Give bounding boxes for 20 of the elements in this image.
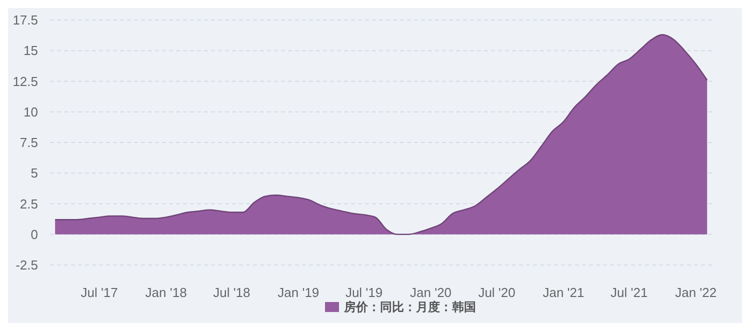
x-tick-label: Jan '22 — [675, 285, 717, 300]
legend-label: 房价：同比：月度：韩国 — [343, 300, 476, 314]
x-tick-label: Jul '18 — [213, 285, 250, 300]
y-tick-label: 0 — [30, 226, 38, 242]
x-tick-label: Jan '19 — [278, 285, 320, 300]
x-tick-label: Jul '19 — [345, 285, 383, 300]
x-tick-label: Jan '20 — [410, 285, 452, 300]
y-tick-label: 17.5 — [12, 12, 38, 28]
x-tick-label: Jan '21 — [542, 285, 584, 300]
x-tick-label: Jul '21 — [610, 285, 648, 300]
y-tick-label: 15 — [24, 43, 38, 58]
x-tick-label: Jul '17 — [80, 285, 118, 300]
y-tick-label: 7.5 — [20, 135, 38, 150]
y-tick-label: 2.5 — [20, 196, 38, 212]
y-tick-label: 10 — [24, 104, 38, 120]
x-tick-label: Jul '20 — [478, 285, 516, 300]
y-tick-label: 12.5 — [12, 74, 38, 89]
y-tick-label: -2.5 — [16, 258, 38, 273]
y-tick-label: 5 — [30, 166, 38, 181]
x-tick-label: Jan '18 — [145, 285, 187, 300]
